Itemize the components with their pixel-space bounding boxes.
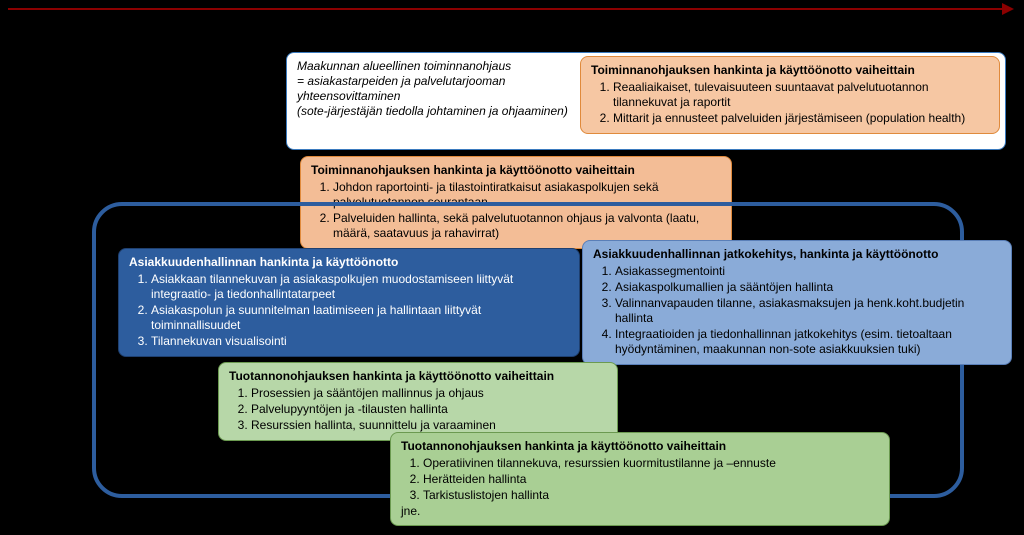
list-item: Asiakaspolkumallien ja sääntöjen hallint… [615, 280, 1001, 295]
intro-line4: (sote-järjestäjän tiedolla johtaminen ja… [297, 104, 568, 118]
list-item: Palvelupyyntöjen ja -tilausten hallinta [251, 402, 607, 417]
intro-text: Maakunnan alueellinen toiminnanohjaus = … [297, 59, 577, 119]
list-item: Operatiivinen tilannekuva, resurssien ku… [423, 456, 879, 471]
lightblue-title: Asiakkuudenhallinnan jatkokehitys, hanki… [593, 247, 1001, 262]
orange-top-title: Toiminnanohjauksen hankinta ja käyttööno… [591, 63, 989, 78]
orange-mid-title: Toiminnanohjauksen hankinta ja käyttööno… [311, 163, 721, 178]
orange-top-box: Toiminnanohjauksen hankinta ja käyttööno… [580, 56, 1000, 134]
darkblue-title: Asiakkuudenhallinnan hankinta ja käyttöö… [129, 255, 569, 270]
intro-line1: Maakunnan alueellinen toiminnanohjaus [297, 59, 511, 73]
list-item: Resurssien hallinta, suunnittelu ja vara… [251, 418, 607, 433]
list-item: Tarkistuslistojen hallinta [423, 488, 879, 503]
timeline-arrow-head [1002, 3, 1014, 15]
list-item: Asiakassegmentointi [615, 264, 1001, 279]
green-top-box: Tuotannonohjauksen hankinta ja käyttööno… [218, 362, 618, 441]
list-item: Herätteiden hallinta [423, 472, 879, 487]
list-item: Mittarit ja ennusteet palveluiden järjes… [613, 111, 989, 126]
green-bottom-title: Tuotannonohjauksen hankinta ja käyttööno… [401, 439, 879, 454]
list-item: Tilannekuvan visualisointi [151, 334, 569, 349]
green-bottom-list: Operatiivinen tilannekuva, resurssien ku… [401, 456, 879, 503]
intro-line2: = asiakastarpeiden ja palvelutarjooman [297, 74, 505, 88]
list-item: Reaaliaikaiset, tulevaisuuteen suuntaava… [613, 80, 989, 110]
green-bottom-box: Tuotannonohjauksen hankinta ja käyttööno… [390, 432, 890, 526]
green-top-list: Prosessien ja sääntöjen mallinnus ja ohj… [229, 386, 607, 433]
lightblue-box: Asiakkuudenhallinnan jatkokehitys, hanki… [582, 240, 1012, 365]
darkblue-box: Asiakkuudenhallinnan hankinta ja käyttöö… [118, 248, 580, 357]
list-item: Integraatioiden ja tiedonhallinnan jatko… [615, 327, 1001, 357]
diagram-canvas: Maakunnan alueellinen toiminnanohjaus = … [0, 0, 1024, 535]
darkblue-list: Asiakkaan tilannekuvan ja asiakaspolkuje… [129, 272, 569, 349]
list-item: Asiakkaan tilannekuvan ja asiakaspolkuje… [151, 272, 569, 302]
orange-top-list: Reaaliaikaiset, tulevaisuuteen suuntaava… [591, 80, 989, 126]
list-item: Prosessien ja sääntöjen mallinnus ja ohj… [251, 386, 607, 401]
list-item: Valinnanvapauden tilanne, asiakasmaksuje… [615, 296, 1001, 326]
lightblue-list: Asiakassegmentointi Asiakaspolkumallien … [593, 264, 1001, 357]
intro-line3: yhteensovittaminen [297, 89, 400, 103]
timeline-arrow-line [8, 8, 1004, 10]
green-bottom-footer: jne. [401, 504, 879, 519]
green-top-title: Tuotannonohjauksen hankinta ja käyttööno… [229, 369, 607, 384]
list-item: Asiakaspolun ja suunnitelman laatimiseen… [151, 303, 569, 333]
